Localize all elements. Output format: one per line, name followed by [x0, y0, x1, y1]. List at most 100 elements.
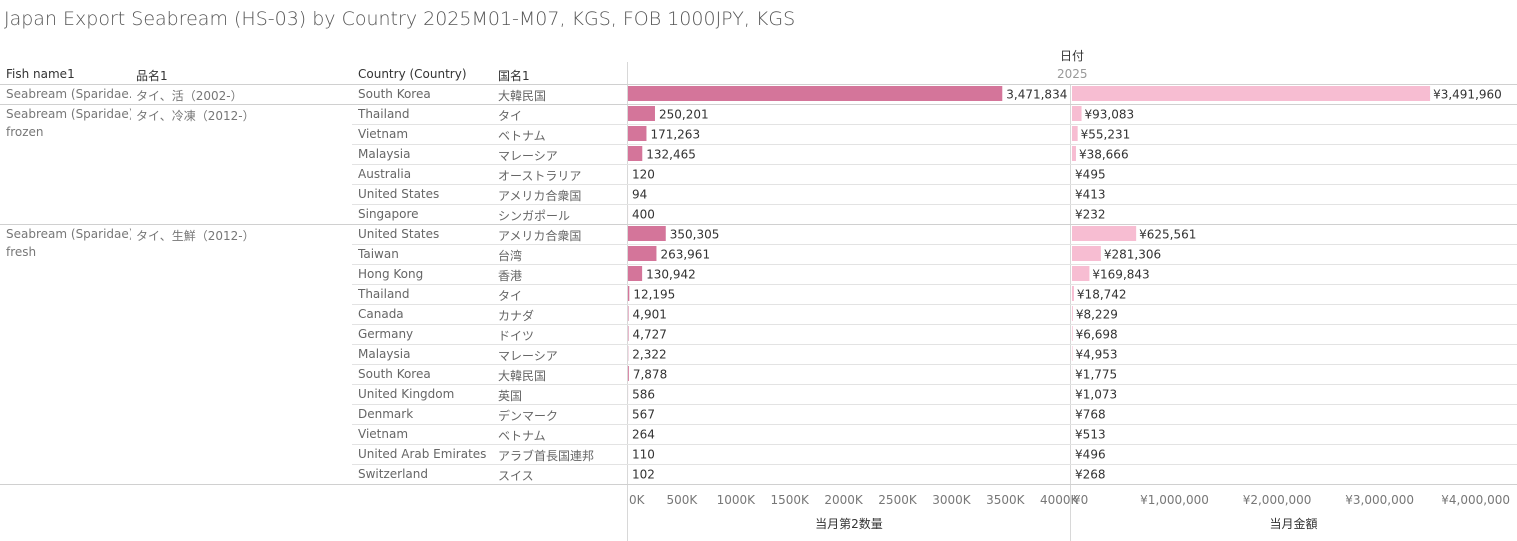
item-name-cell: タイ、生鮮（2012-） [136, 229, 255, 243]
qty-data-label: 264 [632, 428, 655, 442]
row-divider [352, 264, 1517, 265]
qty-data-label: 132,465 [646, 148, 696, 162]
row-divider [352, 364, 1517, 365]
amount-bar [1072, 226, 1137, 241]
row-divider [352, 444, 1517, 445]
qty-bar [628, 106, 655, 121]
qty-bar [628, 286, 630, 301]
country-jp-cell: マレーシア [498, 149, 558, 163]
qty-data-label: 12,195 [633, 288, 675, 302]
qty-tick-label: 3500K [986, 493, 1026, 507]
qty-bar [628, 146, 643, 161]
country-jp-cell: シンガポール [498, 209, 571, 223]
fish-name-header[interactable]: Fish name1 [6, 67, 75, 81]
group-divider [0, 224, 1517, 225]
amount-bar [1072, 286, 1074, 301]
item-name-cell: タイ、冷凍（2012-） [136, 109, 255, 123]
qty-bar [628, 366, 629, 381]
amount-data-label: ¥495 [1075, 168, 1106, 182]
qty-data-label: 7,878 [633, 368, 667, 382]
qty-tick-label: 3000K [932, 493, 972, 507]
country-header[interactable]: Country (Country) [358, 67, 467, 81]
qty-axis-label: 当月第2数量 [815, 516, 883, 531]
country-jp-header[interactable]: 国名1 [498, 69, 530, 83]
country-cell: Taiwan [358, 247, 399, 261]
amount-data-label: ¥413 [1075, 188, 1106, 202]
country-cell: Australia [358, 167, 412, 181]
amount-tick-label: ¥4,000,000 [1441, 493, 1510, 507]
amount-tick-label: ¥1,000,000 [1140, 493, 1209, 507]
qty-data-label: 102 [632, 468, 655, 482]
qty-bar [628, 226, 666, 241]
amount-data-label: ¥268 [1075, 468, 1106, 482]
country-cell: Hong Kong [358, 267, 424, 281]
amount-bar [1072, 86, 1431, 101]
qty-data-label: 120 [632, 168, 655, 182]
qty-tick-label: 0K [629, 493, 646, 507]
amount-tick-label: ¥2,000,000 [1243, 493, 1312, 507]
amount-data-label: ¥1,073 [1075, 388, 1117, 402]
amount-bar [1072, 106, 1082, 121]
country-cell: South Korea [358, 367, 431, 381]
row-divider [352, 204, 1517, 205]
amount-data-label: ¥8,229 [1076, 308, 1118, 322]
country-jp-cell: オーストラリア [498, 169, 582, 183]
country-jp-cell: デンマーク [498, 409, 559, 423]
country-cell: Thailand [358, 287, 410, 301]
row-divider [352, 384, 1517, 385]
country-cell: United States [358, 227, 440, 241]
item-name-cell: タイ、活（2002-） [136, 89, 243, 103]
fish-name-cell: Seabream (Sparidae.. [6, 87, 131, 101]
item-name-header[interactable]: 品名1 [136, 69, 168, 83]
amount-bar [1072, 146, 1076, 161]
country-jp-cell: ベトナム [498, 429, 546, 443]
qty-data-label: 586 [632, 388, 655, 402]
amount-data-label: ¥4,953 [1076, 348, 1118, 362]
country-jp-cell: タイ [498, 289, 523, 303]
date-header: 日付 [1060, 49, 1085, 63]
qty-bar [628, 126, 647, 141]
country-jp-cell: 台湾 [498, 249, 523, 263]
row-divider [352, 244, 1517, 245]
country-cell: United States [358, 187, 440, 201]
country-cell: Vietnam [358, 427, 409, 441]
fish-name-cell: Seabream (Sparidae), [6, 107, 131, 121]
amount-data-label: ¥281,306 [1104, 248, 1161, 262]
country-jp-cell: スイス [498, 469, 534, 483]
country-cell: Malaysia [358, 347, 411, 361]
country-cell: Denmark [358, 407, 414, 421]
country-jp-cell: アメリカ合衆国 [498, 189, 582, 203]
country-cell: Vietnam [358, 127, 409, 141]
qty-bar [628, 266, 643, 281]
row-divider [352, 164, 1517, 165]
amount-bar [1072, 346, 1073, 361]
qty-bar [628, 306, 629, 321]
qty-tick-label: 1500K [770, 493, 810, 507]
amount-tick-label: ¥0 [1073, 493, 1088, 507]
amount-data-label: ¥3,491,960 [1433, 88, 1502, 102]
country-cell: Singapore [358, 207, 419, 221]
qty-data-label: 350,305 [670, 228, 720, 242]
country-cell: Thailand [358, 107, 410, 121]
amount-data-label: ¥38,666 [1079, 148, 1129, 162]
amount-tick-label: ¥3,000,000 [1345, 493, 1414, 507]
row-divider [352, 144, 1517, 145]
country-jp-cell: 香港 [498, 269, 523, 283]
country-jp-cell: カナダ [498, 309, 535, 323]
qty-data-label: 94 [632, 188, 647, 202]
fish-name-cell: Seabream (Sparidae), [6, 227, 131, 241]
country-cell: Canada [358, 307, 404, 321]
country-jp-cell: マレーシア [498, 349, 558, 363]
qty-tick-label: 4000K [1040, 493, 1080, 507]
qty-data-label: 567 [632, 408, 655, 422]
amount-data-label: ¥513 [1075, 428, 1106, 442]
country-cell: Germany [358, 327, 414, 341]
row-divider [352, 324, 1517, 325]
year-header: 2025 [1057, 67, 1088, 81]
qty-data-label: 171,263 [650, 128, 700, 142]
amount-data-label: ¥55,231 [1081, 128, 1131, 142]
qty-panel-divider [627, 62, 628, 541]
amount-data-label: ¥169,843 [1092, 268, 1149, 282]
qty-bar [628, 326, 629, 341]
